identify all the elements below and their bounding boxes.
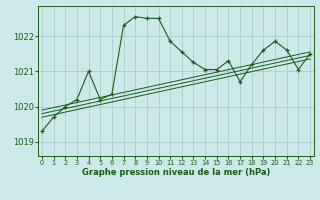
X-axis label: Graphe pression niveau de la mer (hPa): Graphe pression niveau de la mer (hPa): [82, 168, 270, 177]
